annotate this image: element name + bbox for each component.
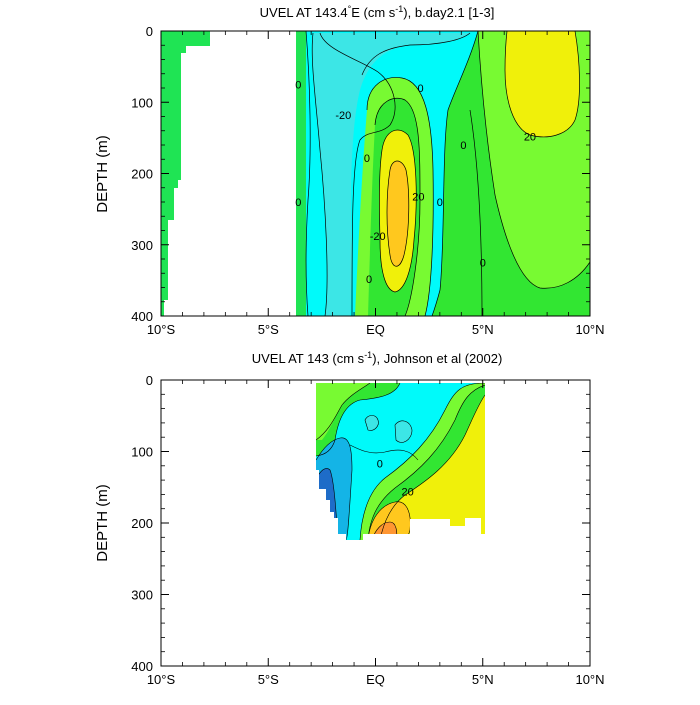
model-panel: UVEL AT 143.4°E (cm s-1), b.day2.1 [1-3] — [94, 4, 605, 337]
top-title-degree: ° — [348, 4, 352, 14]
top-contour-line-4 — [366, 77, 434, 316]
top-land-area — [161, 31, 296, 316]
bottom-fill-blob-2 — [395, 420, 412, 443]
bottom-contour-line-4 — [316, 468, 339, 540]
bottom-y-tick-label: 0 — [146, 373, 153, 388]
top-x-tick-label: EQ — [366, 322, 385, 337]
bottom-contour-line-7 — [379, 394, 485, 540]
bottom-x-tick-label: 5°N — [472, 672, 494, 687]
top-title: UVEL AT 143.4°E (cm s-1), b.day2.1 [1-3] — [260, 4, 495, 20]
bottom-contour-label: 20 — [402, 487, 414, 499]
bottom-title-superscript: -1 — [364, 350, 372, 360]
top-contour-labels: 0 0 -20 0 0 0 20 20 -20 0 0 0 — [295, 79, 536, 286]
top-contour-line-5 — [374, 97, 421, 316]
bottom-contour-line-9 — [371, 521, 398, 540]
top-title-part-3: ), b.day2.1 [1-3] — [403, 5, 494, 20]
bottom-contour-line-5 — [359, 383, 485, 540]
bottom-contour-labels: 0 20 — [377, 459, 414, 499]
bottom-y-tick-label: 100 — [131, 445, 153, 460]
bottom-contour-line-11 — [394, 420, 413, 443]
top-contour-label: 20 — [524, 131, 536, 143]
top-contour-line-11 — [504, 31, 580, 138]
bottom-title-part-2: ), Johnson et al (2002) — [372, 351, 502, 366]
top-contour-label: 20 — [412, 191, 424, 203]
bottom-fill-blob-1 — [365, 415, 379, 431]
top-contour-line-1 — [305, 31, 311, 316]
top-contour-line-9 — [431, 31, 479, 316]
top-title-part-2: E (cm s — [351, 5, 396, 20]
bottom-contour-fill — [316, 383, 485, 540]
top-y-tick-label: 400 — [131, 309, 153, 324]
top-contour-line-6 — [379, 129, 417, 293]
top-contour-lines — [305, 31, 590, 316]
top-contour-label: -20 — [370, 231, 386, 243]
top-contour-label: 0 — [417, 83, 423, 95]
bottom-y-tick-label: 200 — [131, 516, 153, 531]
top-x-tick-label: 10°N — [575, 322, 604, 337]
top-contour-line-2 — [311, 32, 328, 316]
bottom-contour-line-12 — [349, 444, 419, 461]
top-x-tick-label: 5°S — [258, 322, 279, 337]
bottom-contour-line-10 — [364, 415, 379, 431]
top-fill-necc-core — [505, 31, 580, 137]
top-contour-line-7 — [386, 160, 410, 267]
bottom-contour-line-2 — [316, 383, 371, 441]
bottom-contour-label: 0 — [377, 459, 383, 471]
top-y-axis-label: DEPTH (m) — [94, 135, 111, 213]
top-contour-label: -20 — [335, 110, 351, 122]
top-fill-coast-left — [161, 31, 210, 316]
bottom-x-tick-label: EQ — [366, 672, 385, 687]
top-y-tick-label: 100 — [131, 95, 153, 110]
top-contour-line-10 — [477, 31, 590, 289]
top-contour-label: 0 — [437, 197, 443, 209]
bottom-contour-line-6 — [367, 384, 485, 540]
top-contour-line-3 — [319, 32, 396, 316]
top-fill-coast-right — [296, 31, 306, 316]
bottom-title: UVEL AT 143 (cm s-1), Johnson et al (200… — [252, 350, 503, 366]
bottom-x-tick-label: 5°S — [258, 672, 279, 687]
bottom-contour-line-3 — [316, 437, 353, 540]
bottom-x-tick-label: 10°S — [147, 672, 176, 687]
top-title-part-1: UVEL AT 143.4 — [260, 5, 348, 20]
top-contour-label: 0 — [366, 274, 372, 286]
top-contour-label: 0 — [295, 197, 301, 209]
top-fill-west — [312, 33, 470, 316]
bottom-y-tick-label: 300 — [131, 588, 153, 603]
bottom-contour-lines — [316, 383, 485, 540]
top-y-tick-label: 0 — [146, 24, 153, 39]
top-title-superscript: -1 — [395, 4, 403, 14]
top-contour-line-8 — [361, 32, 471, 76]
top-fill-euc-core — [387, 161, 409, 267]
bottom-fill-euc-yellow — [380, 395, 485, 540]
top-x-tick-label: 10°S — [147, 322, 176, 337]
bottom-x-tick-label: 10°N — [575, 672, 604, 687]
top-contour-line-12 — [469, 109, 483, 316]
top-contour-label: 0 — [460, 140, 466, 152]
top-contour-fill — [161, 31, 590, 316]
top-contour-label: 0 — [480, 258, 486, 270]
observation-panel: UVEL AT 143 (cm s-1), Johnson et al (200… — [94, 350, 605, 687]
top-contour-label: 0 — [364, 153, 370, 165]
bottom-title-part-1: UVEL AT 143 (cm s — [252, 351, 365, 366]
bottom-contour-line-1 — [316, 383, 401, 457]
bottom-y-tick-label: 400 — [131, 659, 153, 674]
top-y-tick-label: 300 — [131, 238, 153, 253]
top-y-tick-label: 200 — [131, 167, 153, 182]
top-contour-label: 0 — [295, 79, 301, 91]
bottom-y-axis-label: DEPTH (m) — [94, 484, 111, 562]
top-x-tick-label: 5°N — [472, 322, 494, 337]
